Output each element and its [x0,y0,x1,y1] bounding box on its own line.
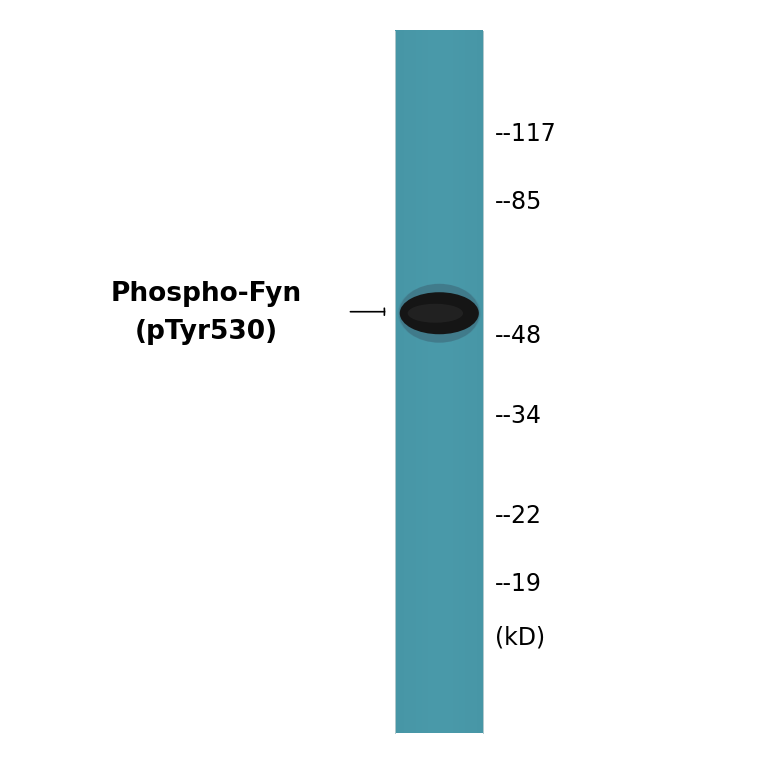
Text: (kD): (kD) [495,626,545,650]
Ellipse shape [399,284,480,342]
Text: --48: --48 [495,324,542,348]
Ellipse shape [398,284,481,342]
Text: --19: --19 [495,572,542,597]
Ellipse shape [408,304,463,322]
Text: --34: --34 [495,404,542,429]
Text: --117: --117 [495,121,557,146]
Text: Phospho-Fyn: Phospho-Fyn [111,281,302,307]
Text: (pTyr530): (pTyr530) [134,319,278,345]
Text: --22: --22 [495,503,542,528]
Text: --85: --85 [495,190,542,215]
Ellipse shape [400,293,479,335]
